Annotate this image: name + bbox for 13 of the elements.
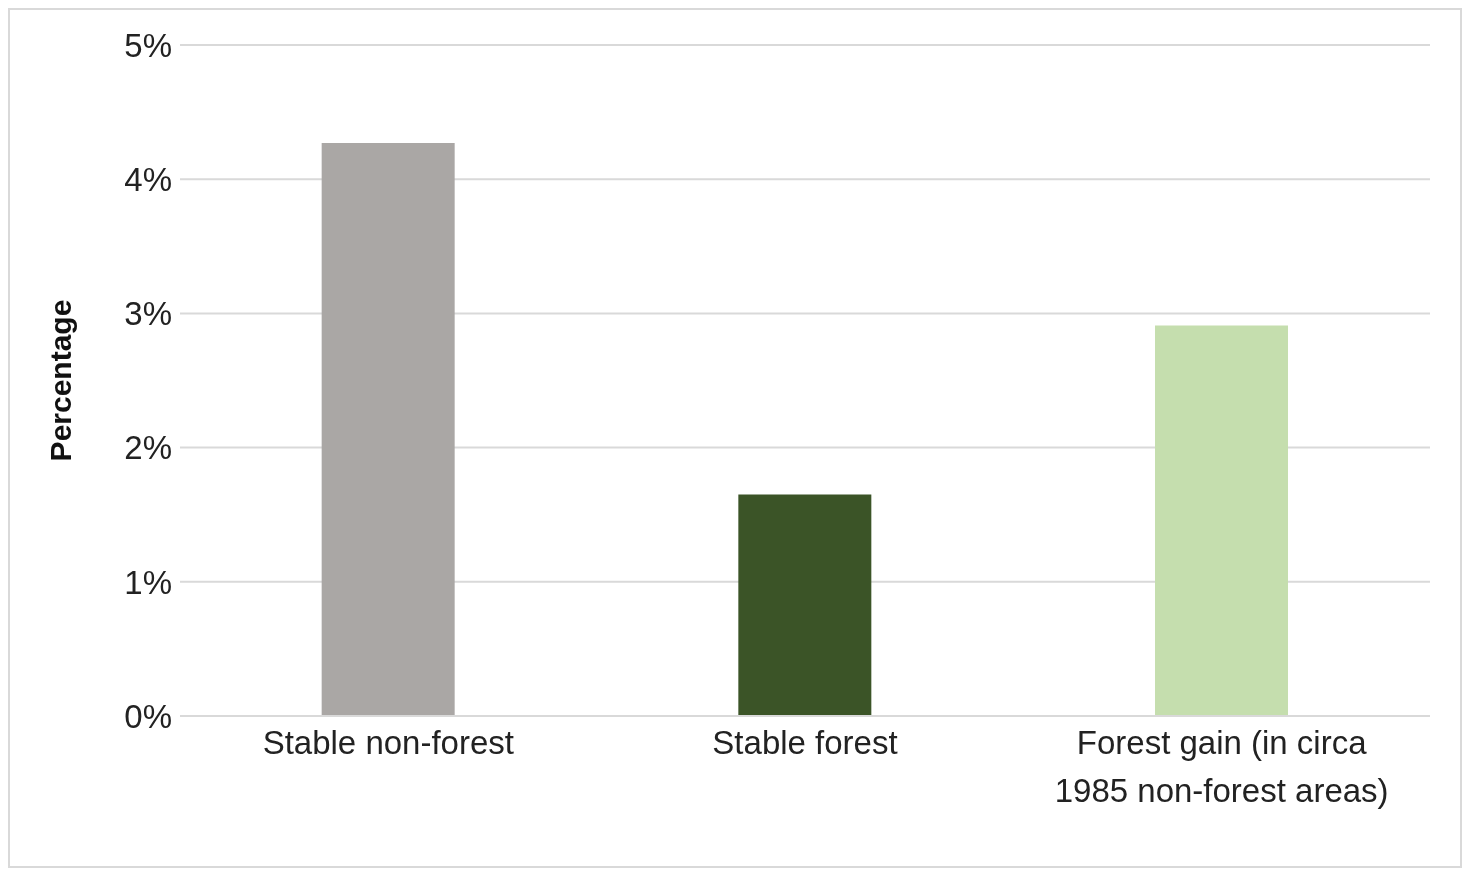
x-tick-label: Stable non-forest xyxy=(262,724,514,761)
bar xyxy=(1155,325,1288,716)
x-tick-label: Stable forest xyxy=(712,724,898,761)
bar xyxy=(738,494,872,716)
y-axis-title: Percentage xyxy=(43,299,77,462)
y-tick-label: 1% xyxy=(124,563,172,601)
bar xyxy=(321,142,455,716)
y-tick-label: 0% xyxy=(124,697,172,735)
y-tick-label: 2% xyxy=(124,429,172,467)
y-tick-label: 5% xyxy=(124,26,172,64)
x-tick-label: Forest gain (in circa 1985 non-forest areas) xyxy=(1054,724,1389,809)
y-tick-label: 4% xyxy=(124,160,172,198)
y-tick-label: 3% xyxy=(124,295,172,333)
